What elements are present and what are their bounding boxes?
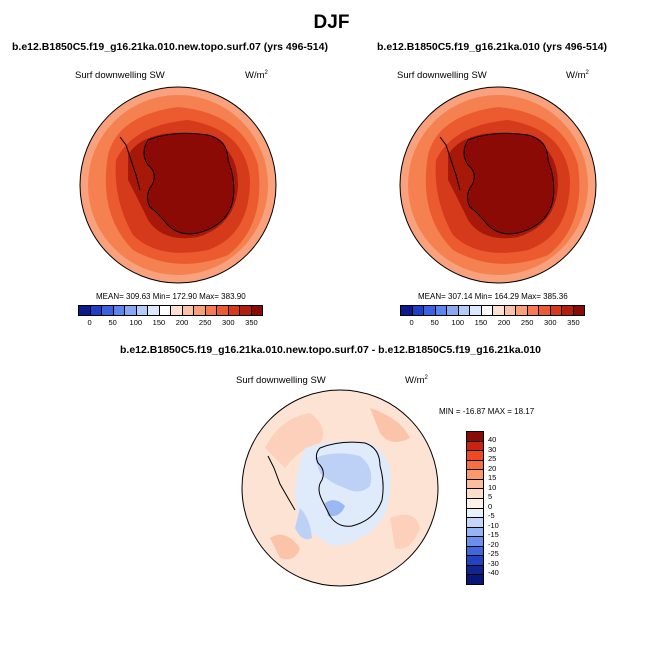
panel-1-stats: MEAN= 309.63 Min= 172.90 Max= 383.90 <box>96 292 246 301</box>
colorbar-swatch <box>90 306 102 315</box>
colorbar-tick-label: -25 <box>488 549 499 559</box>
colorbar-tick-label: 250 <box>520 318 534 327</box>
colorbar-tick-label: 350 <box>245 318 258 327</box>
colorbar-tick-label: 15 <box>488 473 497 483</box>
panel-2-variable-label: Surf downwelling SW <box>397 70 487 81</box>
colorbar-tick-label: 0 <box>409 318 414 327</box>
colorbar-swatch <box>550 306 562 315</box>
colorbar-swatch <box>102 306 114 315</box>
colorbar-tick-label: 300 <box>222 318 235 327</box>
colorbar-swatch <box>79 306 91 315</box>
colorbar-swatch <box>159 306 171 315</box>
colorbar-tick-label: 300 <box>544 318 557 327</box>
colorbar-tick-label: 0 <box>488 501 493 511</box>
colorbar-tick-label: -40 <box>488 568 499 578</box>
colorbar-swatch <box>467 470 483 480</box>
colorbar-swatch <box>424 306 436 315</box>
colorbar-tick-label: 25 <box>488 454 497 464</box>
colorbar-swatch <box>458 306 470 315</box>
colorbar-tick-label: 100 <box>129 318 143 327</box>
colorbar-tick-label: -30 <box>488 558 499 568</box>
colorbar-swatch <box>251 306 262 315</box>
colorbar-tick-label: 50 <box>430 318 439 327</box>
colorbar-tick-label: 250 <box>198 318 212 327</box>
panel-2-stats: MEAN= 307.14 Min= 164.29 Max= 385.36 <box>418 292 568 301</box>
colorbar-swatch <box>467 518 483 528</box>
colorbar-swatch <box>467 498 483 509</box>
colorbar-swatch <box>562 306 574 315</box>
diff-map <box>241 389 439 587</box>
colorbar-swatch <box>467 432 483 442</box>
colorbar-swatch <box>470 306 482 315</box>
panel-2-units: W/m2 <box>566 70 589 82</box>
colorbar-tick-label: -10 <box>488 520 499 530</box>
colorbar-swatch <box>217 306 229 315</box>
diff-variable-label: Surf downwelling SW <box>236 375 326 386</box>
colorbar-swatch <box>467 546 483 557</box>
diff-case-title: b.e12.B1850C5.f19_g16.21ka.010.new.topo.… <box>120 344 542 356</box>
colorbar-tick-label: 150 <box>474 318 488 327</box>
panel-2-map <box>399 86 597 284</box>
colorbar-swatch <box>573 306 584 315</box>
colorbar-swatch <box>504 306 516 315</box>
colorbar-swatch <box>194 306 206 315</box>
colorbar-tick-label: 20 <box>488 463 497 473</box>
colorbar-swatch <box>205 306 217 315</box>
colorbar-swatch <box>467 537 483 547</box>
colorbar-tick-label: 350 <box>567 318 580 327</box>
colorbar-swatch <box>467 575 483 584</box>
colorbar-swatch <box>228 306 240 315</box>
colorbar-swatch <box>467 451 483 461</box>
colorbar-swatch <box>148 306 160 315</box>
panel-1-map <box>79 86 277 284</box>
diff-colorbar: 40 30 25 20 15 10 5 0 -5 -10 -15 -20 -25 -30 -40 <box>466 431 499 585</box>
colorbar-tick-label: -15 <box>488 530 499 540</box>
colorbar-swatch <box>467 565 483 576</box>
colorbar-swatch <box>467 479 483 490</box>
colorbar-swatch <box>467 556 483 566</box>
colorbar-swatch <box>435 306 447 315</box>
colorbar-tick-label: 5 <box>488 492 493 502</box>
diff-stats: MIN = -16.87 MAX = 18.17 <box>439 407 535 416</box>
colorbar-swatch <box>447 306 459 315</box>
colorbar-swatch <box>467 460 483 471</box>
colorbar-swatch <box>182 306 194 315</box>
colorbar-tick-label: -20 <box>488 539 499 549</box>
colorbar-swatch <box>125 306 137 315</box>
colorbar-tick-label: -5 <box>488 511 495 521</box>
colorbar-swatch <box>412 306 424 315</box>
colorbar-tick-label: 200 <box>497 318 511 327</box>
colorbar-swatch <box>467 489 483 499</box>
colorbar-tick-label: 30 <box>488 444 497 454</box>
colorbar-swatch <box>516 306 528 315</box>
panel-1-variable-label: Surf downwelling SW <box>75 70 165 81</box>
colorbar-tick-label: 40 <box>488 435 497 445</box>
figure-title: DJF <box>313 12 350 33</box>
colorbar-tick-label: 50 <box>108 318 117 327</box>
colorbar-swatch <box>493 306 505 315</box>
panel-1-colorbar: 0 50 100 150 200 250 300 350 <box>78 305 263 328</box>
colorbar-swatch <box>136 306 148 315</box>
colorbar-tick-label: 10 <box>488 482 497 492</box>
colorbar-swatch <box>467 527 483 538</box>
colorbar-swatch <box>481 306 493 315</box>
colorbar-swatch <box>467 508 483 519</box>
colorbar-swatch <box>240 306 252 315</box>
colorbar-swatch <box>539 306 551 315</box>
colorbar-swatch <box>401 306 413 315</box>
colorbar-tick-label: 0 <box>87 318 92 327</box>
colorbar-swatch <box>527 306 539 315</box>
diff-units: W/m2 <box>405 375 428 387</box>
colorbar-tick-label: 100 <box>451 318 465 327</box>
colorbar-swatch <box>171 306 183 315</box>
panel-2-colorbar: 0 50 100 150 200 250 300 350 <box>400 305 585 328</box>
panel-1-units: W/m2 <box>245 70 268 82</box>
colorbar-tick-label: 200 <box>175 318 189 327</box>
panel-2-case-title: b.e12.B1850C5.f19_g16.21ka.010 (yrs 496-… <box>377 41 607 53</box>
colorbar-swatch <box>113 306 125 315</box>
colorbar-swatch <box>467 441 483 452</box>
colorbar-tick-label: 150 <box>152 318 166 327</box>
panel-1-case-title: b.e12.B1850C5.f19_g16.21ka.010.new.topo.… <box>12 41 328 53</box>
